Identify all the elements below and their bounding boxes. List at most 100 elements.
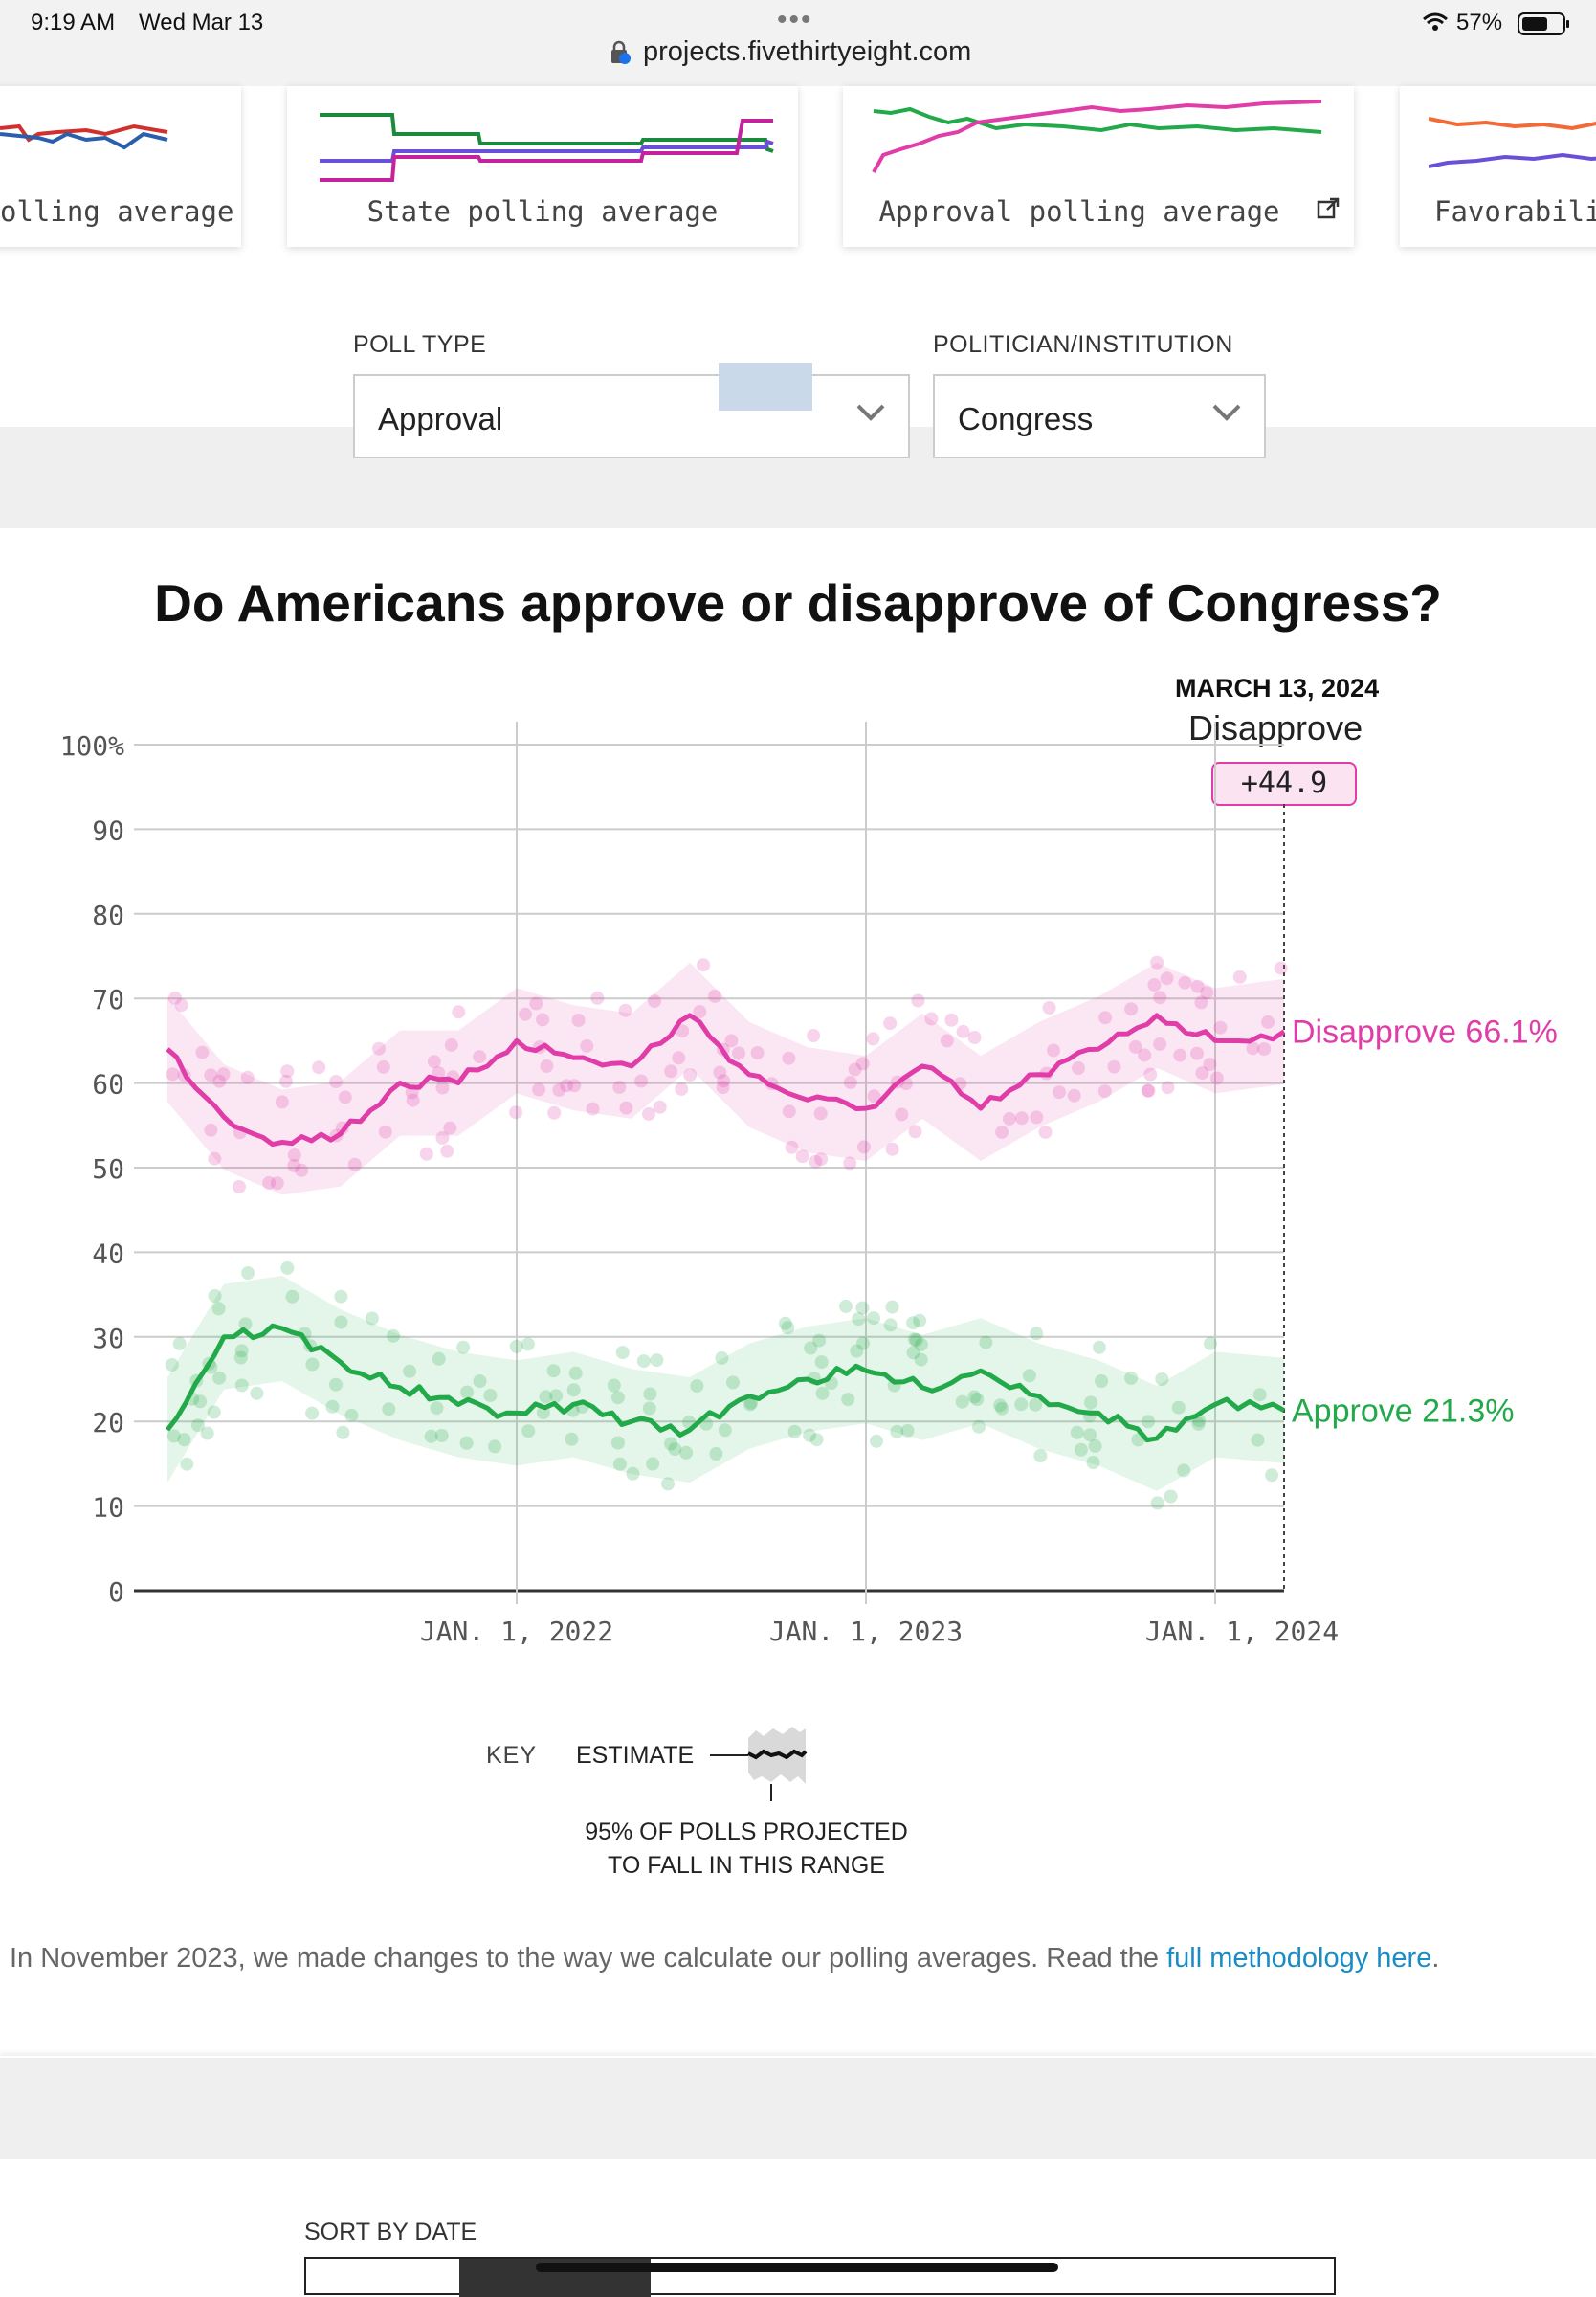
- approve-poll-dot: [607, 1378, 621, 1393]
- disapprove-poll-dot: [1178, 975, 1192, 990]
- status-date: Wed Mar 13: [139, 10, 264, 35]
- disapprove-poll-dot: [911, 993, 925, 1008]
- approve-poll-dot: [336, 1425, 350, 1439]
- approve-poll-dot: [546, 1364, 561, 1378]
- disapprove-poll-dot: [1097, 1084, 1112, 1099]
- approve-poll-dot: [1033, 1449, 1048, 1462]
- disapprove-poll-dot: [1128, 1039, 1142, 1054]
- disapprove-poll-dot: [648, 994, 662, 1009]
- wifi-icon: [1422, 11, 1449, 37]
- disapprove-poll-dot: [216, 1067, 231, 1082]
- disapprove-poll-dot: [204, 1068, 218, 1082]
- politician-select[interactable]: Congress: [933, 374, 1266, 458]
- approve-poll-dot: [993, 1398, 1008, 1413]
- approve-poll-dot: [636, 1354, 651, 1369]
- approve-poll-dot: [1086, 1456, 1100, 1469]
- disapprove-poll-dot: [1261, 1015, 1275, 1029]
- approve-poll-dot: [664, 1437, 678, 1451]
- disapprove-poll-dot: [814, 1152, 829, 1167]
- disapprove-poll-dot: [1194, 995, 1208, 1010]
- approve-poll-dot: [565, 1432, 579, 1446]
- approve-poll-dot: [234, 1344, 249, 1358]
- approve-poll-dot: [972, 1419, 986, 1434]
- approve-poll-dot: [900, 1423, 915, 1438]
- disapprove-poll-dot: [1246, 1041, 1260, 1056]
- y-tick-label: 40: [92, 1238, 124, 1269]
- approve-poll-dot: [568, 1366, 583, 1380]
- disapprove-poll-dot: [519, 1007, 532, 1021]
- external-link-icon: [1316, 196, 1341, 226]
- approve-poll-dot: [1265, 1468, 1279, 1483]
- chart-title: Do Americans approve or disapprove of Co…: [154, 573, 1442, 633]
- approve-poll-dot: [234, 1378, 249, 1393]
- disapprove-poll-dot: [1142, 1083, 1156, 1098]
- approve-poll-dot: [885, 1300, 899, 1314]
- key-estimate: ESTIMATE: [576, 1742, 695, 1769]
- more-dots-icon[interactable]: •••: [777, 4, 813, 35]
- approve-poll-dot: [914, 1337, 928, 1351]
- approval-chart[interactable]: 100% 90 80 70 60 50 40 30 20 10 0 JAN. 1, 2022 JAN. …: [0, 708, 1596, 1665]
- approve-poll-dot: [650, 1353, 664, 1368]
- leader-label: Disapprove: [1188, 708, 1363, 747]
- nav-card-approval-polling[interactable]: Approval polling average: [843, 86, 1354, 247]
- sort-label: SORT BY DATE: [304, 2219, 477, 2245]
- nav-card-state-polling[interactable]: State polling average: [287, 86, 798, 247]
- disapprove-poll-dot: [1072, 1061, 1085, 1075]
- approve-poll-dot: [787, 1424, 802, 1438]
- approve-poll-dot: [207, 1405, 221, 1419]
- disapprove-poll-dot: [807, 1029, 821, 1042]
- approve-poll-dot: [166, 1429, 181, 1443]
- approve-poll-dot: [1083, 1428, 1097, 1442]
- disapprove-poll-dot: [347, 1157, 362, 1171]
- approve-poll-dot: [995, 1401, 1009, 1416]
- disapprove-poll-dot: [895, 1107, 909, 1122]
- approve-poll-dot: [521, 1424, 536, 1438]
- disapprove-poll-dot: [1274, 961, 1288, 975]
- approve-estimate-line: [166, 1323, 1286, 1443]
- disapprove-poll-dot: [547, 1105, 562, 1120]
- approve-poll-dot: [890, 1424, 904, 1438]
- disapprove-poll-dot: [280, 1064, 295, 1079]
- disapprove-poll-dot: [883, 1016, 898, 1031]
- approve-poll-dot: [250, 1386, 264, 1400]
- disapprove-poll-dot: [642, 1106, 655, 1121]
- battery-percent: 57%: [1456, 10, 1503, 35]
- address-bar[interactable]: projects.fivethirtyeight.com: [643, 36, 972, 67]
- approve-poll-dot: [334, 1289, 348, 1304]
- disapprove-poll-dot: [567, 1079, 582, 1093]
- approve-poll-dot: [509, 1339, 523, 1353]
- lock-icon: [609, 40, 632, 70]
- disapprove-poll-dot: [208, 1151, 222, 1166]
- chevron-down-icon: [1210, 395, 1243, 433]
- approve-poll-dot: [809, 1433, 824, 1447]
- disapprove-poll-dot: [1153, 1037, 1167, 1051]
- nav-card-label: olling average: [0, 195, 234, 228]
- disapprove-poll-dot: [1173, 1048, 1187, 1062]
- y-tick-label: 10: [92, 1492, 124, 1524]
- approve-poll-dot: [521, 1337, 535, 1351]
- disapprove-poll-dot: [1147, 978, 1162, 992]
- methodology-link[interactable]: full methodology here: [1166, 1943, 1432, 1974]
- nav-card-generic-ballot[interactable]: olling average: [0, 86, 241, 247]
- disapprove-poll-dot: [552, 1083, 566, 1097]
- approve-poll-dot: [781, 1321, 795, 1335]
- approve-poll-dot: [305, 1406, 320, 1420]
- politician-label: POLITICIAN/INSTITUTION: [933, 331, 1233, 358]
- approve-poll-dot: [852, 1312, 866, 1327]
- nav-card-favorability[interactable]: Favorabili: [1400, 86, 1596, 247]
- approve-poll-dot: [914, 1352, 928, 1367]
- status-bar: 9:19 AM Wed Mar 13 ••• projects.fivethir…: [0, 0, 1596, 86]
- approve-poll-dot: [1029, 1397, 1043, 1412]
- card-thumbnail: [320, 113, 774, 182]
- disapprove-poll-dot: [287, 1158, 301, 1172]
- approve-poll-dot: [870, 1434, 883, 1448]
- approve-poll-dot: [612, 1457, 627, 1471]
- approve-poll-dot: [424, 1429, 438, 1443]
- disapprove-poll-dot: [1232, 970, 1247, 984]
- key-range-caption: 95% OF POLLS PROJECTED TO FALL IN THIS R…: [536, 1816, 957, 1883]
- poll-type-select[interactable]: Approval: [353, 363, 910, 458]
- disapprove-poll-dot: [1190, 1046, 1204, 1060]
- disapprove-poll-dot: [1098, 1011, 1113, 1025]
- approve-poll-dot: [610, 1391, 625, 1405]
- disapprove-poll-dot: [1141, 1083, 1155, 1098]
